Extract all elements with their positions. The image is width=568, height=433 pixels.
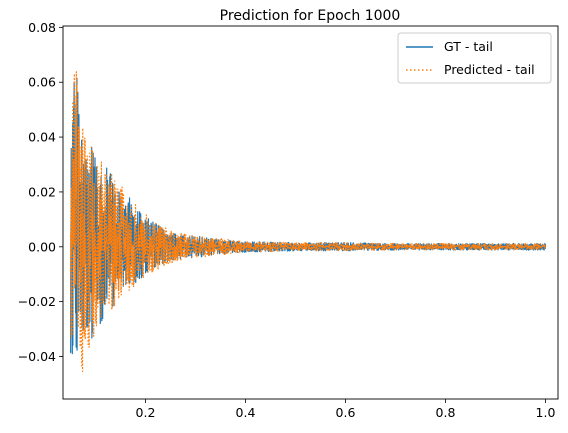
series-line-predicted (69, 71, 547, 373)
y-tick-label: 0.02 (28, 184, 56, 199)
x-tick-label: 0.4 (236, 405, 256, 420)
x-axis: 0.2 0.4 0.6 0.8 1.0 (136, 399, 556, 420)
y-tick-label: 0.04 (28, 130, 56, 145)
y-axis: −0.04 −0.02 0.00 0.02 0.04 0.06 0.08 (18, 20, 63, 364)
y-tick-label: 0.00 (28, 239, 56, 254)
y-tick-label: −0.04 (18, 349, 56, 364)
plot-area (62, 25, 559, 400)
chart-title: Prediction for Epoch 1000 (220, 8, 401, 24)
axes-frame (62, 25, 559, 400)
legend: GT - tail Predicted - tail (397, 32, 552, 84)
legend-label-gt: GT - tail (444, 39, 493, 54)
x-tick-label: 0.2 (136, 405, 156, 420)
legend-box (397, 32, 552, 84)
x-tick-label: 0.8 (436, 405, 456, 420)
y-tick-label: 0.08 (28, 20, 56, 35)
y-tick-label: −0.02 (18, 294, 56, 309)
series-layer (69, 71, 547, 373)
x-tick-label: 0.6 (336, 405, 356, 420)
y-tick-label: 0.06 (28, 75, 56, 90)
legend-label-predicted: Predicted - tail (444, 62, 535, 77)
x-tick-label: 1.0 (536, 405, 556, 420)
